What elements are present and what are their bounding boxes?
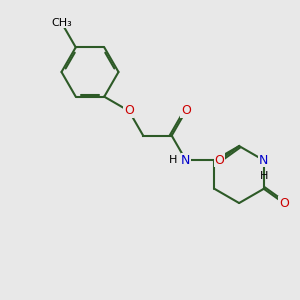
Text: CH₃: CH₃ bbox=[51, 18, 72, 28]
Text: H: H bbox=[169, 155, 177, 165]
Text: N: N bbox=[181, 154, 190, 167]
Text: H: H bbox=[260, 171, 268, 181]
Text: O: O bbox=[214, 154, 224, 167]
Text: O: O bbox=[181, 104, 191, 117]
Text: O: O bbox=[124, 104, 134, 117]
Text: N: N bbox=[259, 154, 268, 167]
Text: O: O bbox=[279, 196, 289, 209]
